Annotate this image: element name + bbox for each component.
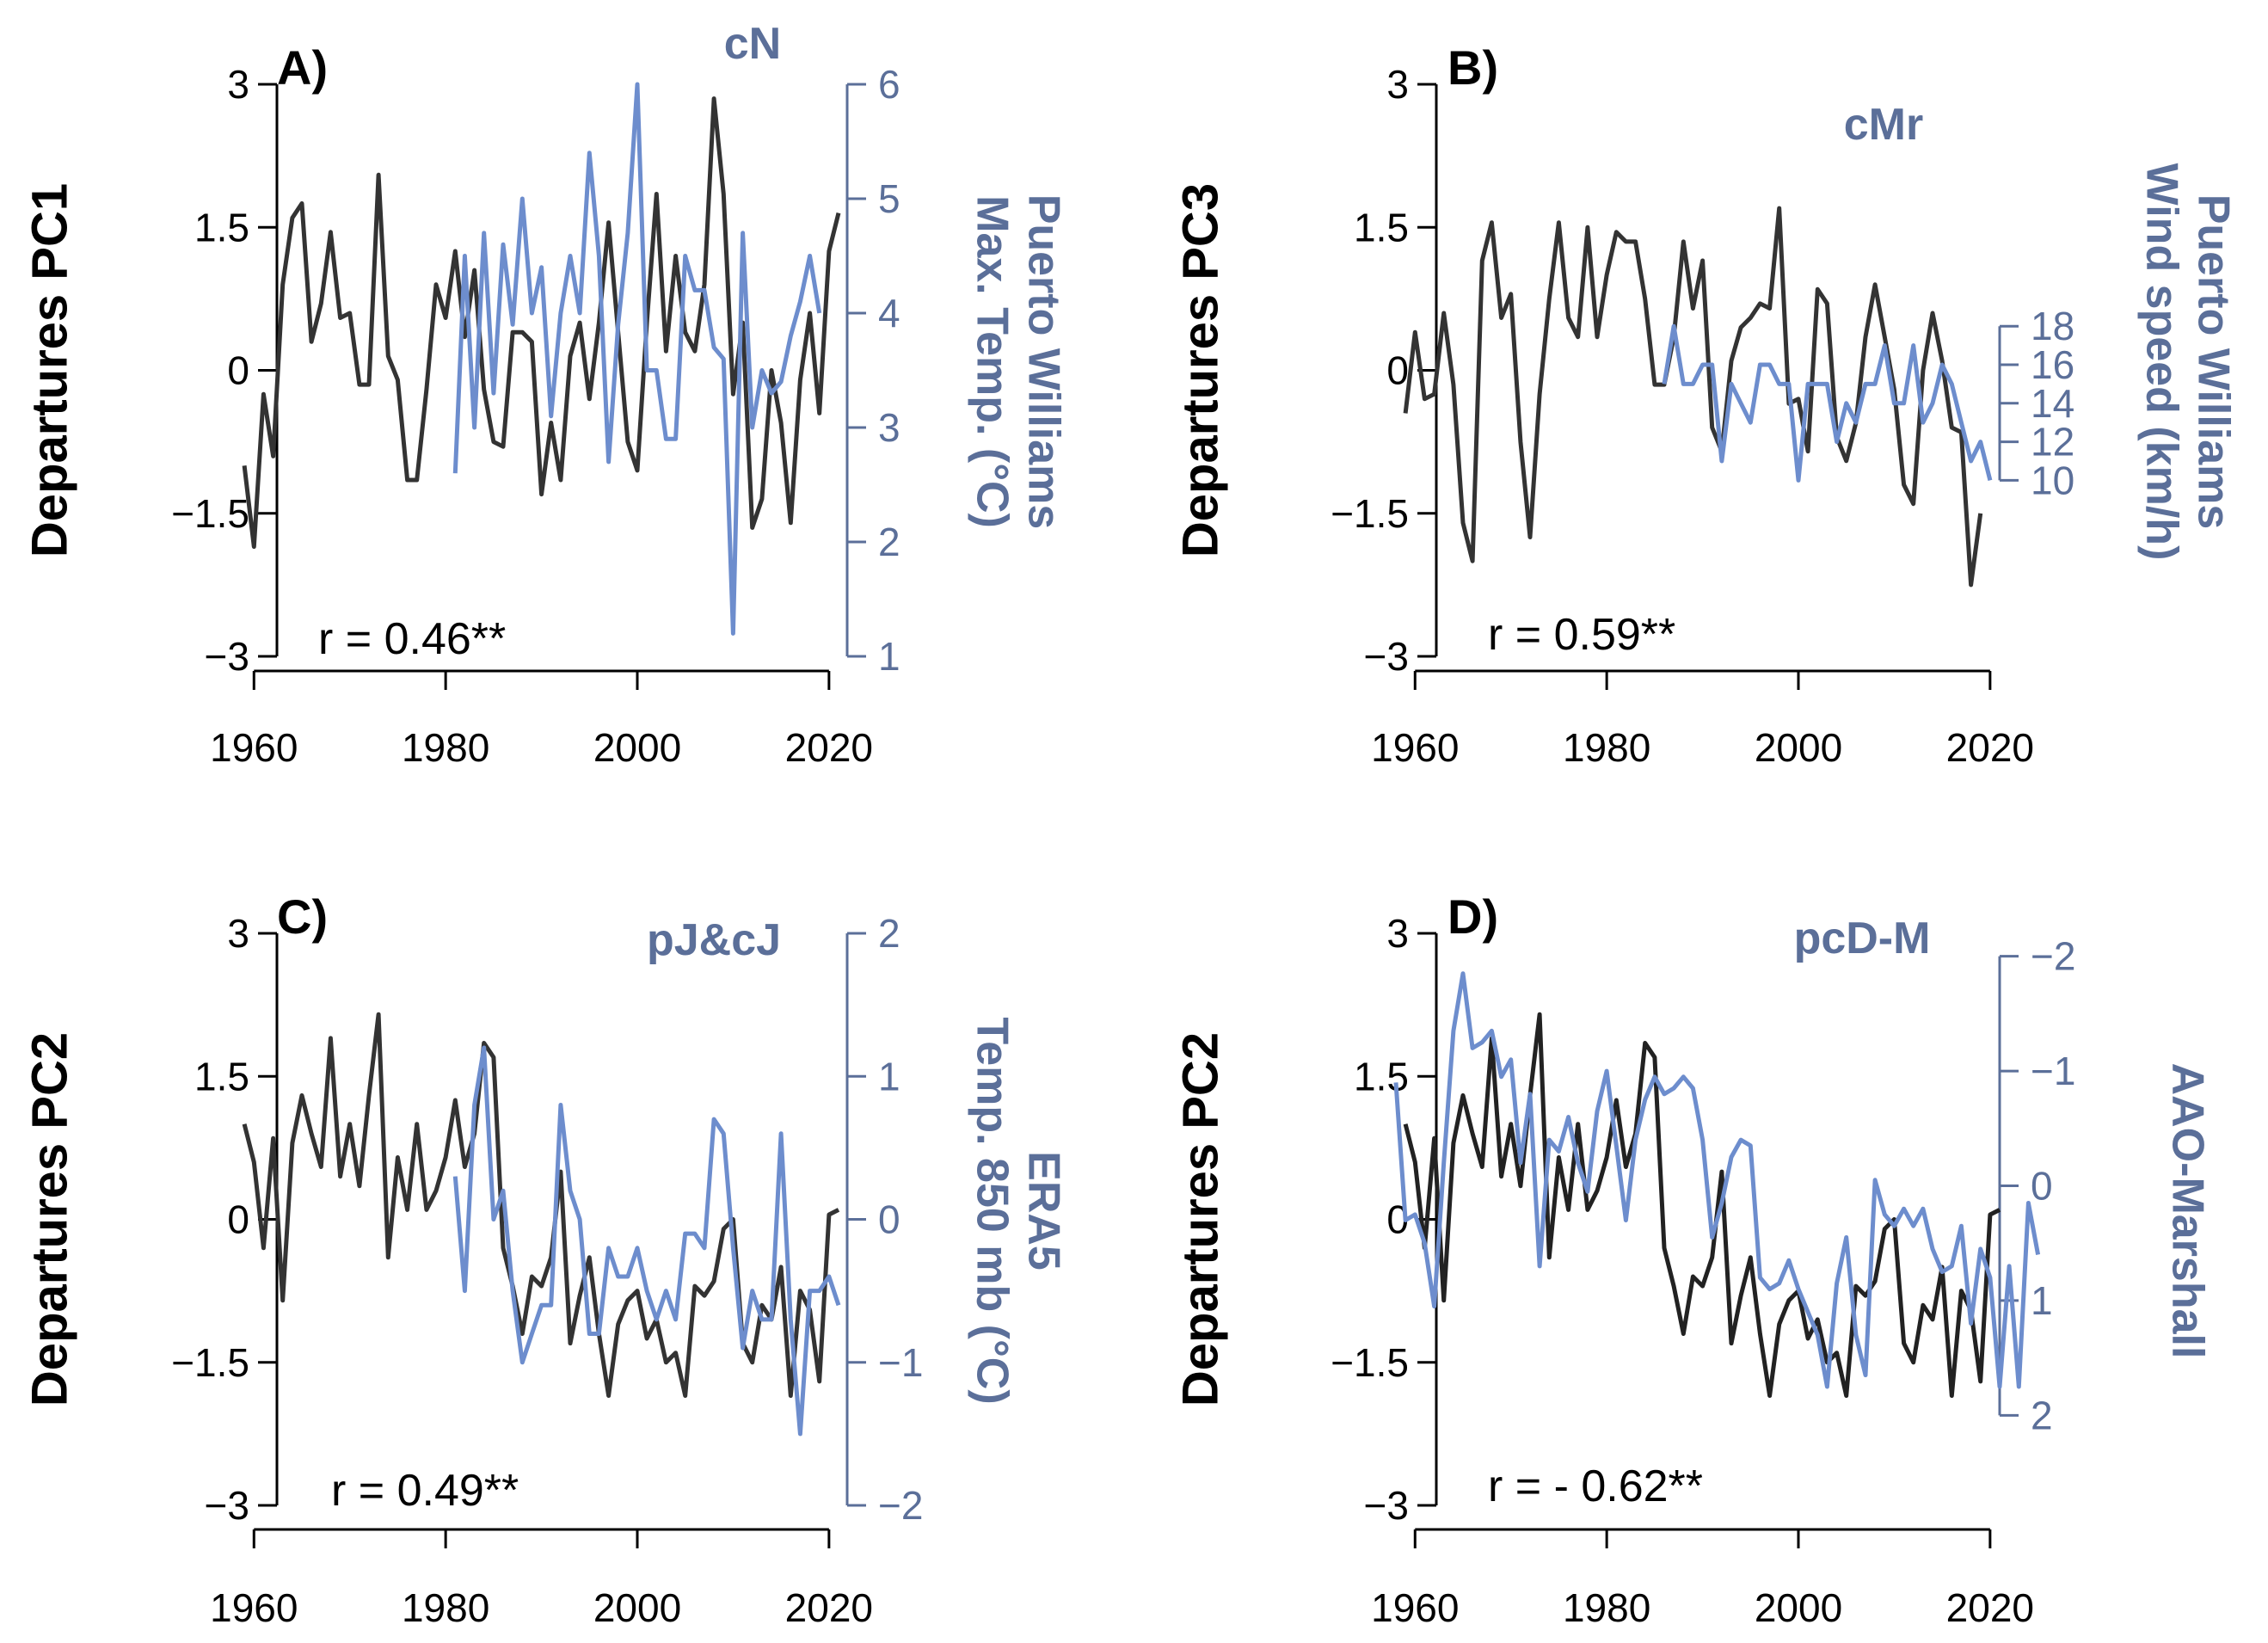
x-tick-label: 1960 <box>210 725 298 770</box>
circulation-type-tag: cMr <box>1844 100 1923 150</box>
panel-label: D) <box>1447 889 1498 944</box>
y-tick-label-left: 0 <box>227 1197 249 1242</box>
y-tick-label-right: −1 <box>878 1340 923 1385</box>
x-tick-label: 2020 <box>785 725 873 770</box>
series-line-climate <box>1393 971 2041 1389</box>
panel-a: 3 1.5 0 −1.5 −3 6 5 4 3 2 1 1960 1980 2000 2020 Departu… <box>22 19 1068 770</box>
y-axis-title-left: Departures PC3 <box>1172 183 1228 557</box>
panel-label: A) <box>277 40 328 95</box>
y-axis-title-right: AAO-Marshall <box>2162 1063 2212 1359</box>
y-axis-title-right: ERA5 <box>1018 1151 1068 1271</box>
y-tick-label-right: 1 <box>878 1054 900 1098</box>
y-tick-label-right: 1 <box>2031 1278 2053 1323</box>
correlation-annotation: r = 0.59** <box>1488 610 1675 660</box>
series-line-pc <box>1403 1012 2001 1398</box>
y-tick-label-right: −2 <box>878 1483 923 1528</box>
y-tick-label-right: 4 <box>878 291 900 335</box>
circulation-type-tag: pcD-M <box>1794 914 1931 963</box>
y-tick-label-left: 1.5 <box>1354 1054 1409 1098</box>
series-line-pc <box>1403 206 1983 588</box>
y-tick-label-left: 3 <box>1386 911 1409 956</box>
y-tick-label-left: −3 <box>205 1483 249 1528</box>
y-tick-label-right: 16 <box>2031 342 2074 387</box>
y-tick-label-left: 3 <box>227 911 249 956</box>
panel-label: B) <box>1447 40 1498 95</box>
x-tick-label: 1960 <box>1371 725 1459 770</box>
y-tick-label-left: −1.5 <box>1331 491 1409 536</box>
series-line-climate <box>1662 323 1993 483</box>
y-tick-label-right: 3 <box>878 405 900 450</box>
x-tick-label: 2000 <box>1755 725 1842 770</box>
correlation-annotation: r = - 0.62** <box>1488 1461 1703 1511</box>
x-tick-label: 2000 <box>593 1585 681 1630</box>
y-tick-label-right: 14 <box>2031 381 2074 426</box>
y-tick-label-right: −2 <box>2031 934 2075 979</box>
correlation-annotation: r = 0.49** <box>331 1466 519 1516</box>
x-tick-label: 2000 <box>593 725 681 770</box>
x-tick-label: 2020 <box>785 1585 873 1630</box>
series-line-pc <box>242 1012 840 1398</box>
x-tick-label: 1980 <box>402 1585 489 1630</box>
y-tick-label-right: 1 <box>878 634 900 679</box>
y-tick-label-left: 0 <box>1386 348 1409 393</box>
y-tick-label-right: 18 <box>2031 304 2074 348</box>
y-tick-label-right: 5 <box>878 176 900 221</box>
y-axis-title-left: Departures PC1 <box>22 183 77 557</box>
x-tick-label: 2020 <box>1946 725 2034 770</box>
y-axis-title-left: Departures PC2 <box>1172 1032 1228 1406</box>
y-axis-title-right: Puerto Williams <box>1018 194 1068 530</box>
y-tick-label-right: −1 <box>2031 1049 2075 1093</box>
y-tick-label-left: −1.5 <box>1331 1340 1409 1385</box>
y-tick-label-left: 0 <box>227 348 249 393</box>
y-tick-label-right: 2 <box>878 520 900 564</box>
circulation-type-tag: pJ&cJ <box>647 915 781 965</box>
series-line-climate <box>452 1045 841 1437</box>
y-tick-label-left: 1.5 <box>194 205 249 249</box>
series-line-pc <box>242 96 841 549</box>
y-axis-title-right: Puerto Williams <box>2188 194 2238 530</box>
y-tick-label-left: 3 <box>1386 62 1409 107</box>
series-line-climate <box>452 82 822 636</box>
x-tick-label: 1980 <box>1563 1585 1650 1630</box>
y-axis-title-left: Departures PC2 <box>22 1032 77 1406</box>
y-axis-title-right: Wind speed (km/h) <box>2136 163 2186 561</box>
x-tick-label: 2000 <box>1755 1585 1842 1630</box>
y-tick-label-left: −3 <box>1364 1483 1409 1528</box>
correlation-annotation: r = 0.46** <box>318 614 506 664</box>
y-tick-label-right: 2 <box>878 911 900 956</box>
y-tick-label-right: 6 <box>878 62 900 107</box>
y-tick-label-left: −1.5 <box>171 1340 249 1385</box>
y-tick-label-left: 3 <box>227 62 249 107</box>
y-tick-label-right: 10 <box>2031 458 2074 502</box>
x-tick-label: 2020 <box>1946 1585 2034 1630</box>
y-axis-title-right: Max. Temp. (°C) <box>967 195 1017 528</box>
x-tick-label: 1980 <box>1563 725 1650 770</box>
y-tick-label-left: 1.5 <box>194 1054 249 1098</box>
y-tick-label-left: −3 <box>205 634 249 679</box>
y-tick-label-right: 0 <box>878 1197 900 1242</box>
x-tick-label: 1980 <box>402 725 489 770</box>
y-tick-label-left: −1.5 <box>171 491 249 536</box>
panel-c: 3 1.5 0 −1.5 −3 2 1 0 −1 −2 1960 1980 2000 2020 Depart… <box>22 889 1068 1630</box>
x-tick-label: 1960 <box>1371 1585 1459 1630</box>
y-tick-label-right: 0 <box>2031 1164 2053 1209</box>
y-axis-title-right: Temp. 850 mb (°C) <box>967 1017 1017 1404</box>
y-tick-label-right: 12 <box>2031 420 2074 465</box>
circulation-type-tag: cN <box>724 19 781 69</box>
y-tick-label-left: 1.5 <box>1354 205 1409 249</box>
x-tick-label: 1960 <box>210 1585 298 1630</box>
panel-label: C) <box>277 889 328 944</box>
y-tick-label-left: −3 <box>1364 634 1409 679</box>
y-tick-label-right: 2 <box>2031 1393 2053 1437</box>
